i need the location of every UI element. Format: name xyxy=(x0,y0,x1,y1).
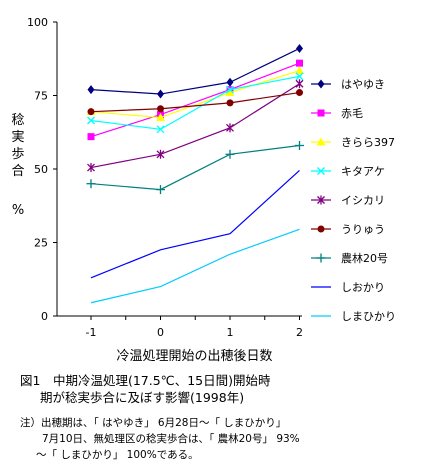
data-point xyxy=(226,99,234,107)
data-point xyxy=(295,79,304,89)
legend-label: イシカリ xyxy=(341,194,385,207)
series-9 xyxy=(90,228,300,304)
legend-marker xyxy=(316,253,326,263)
data-point xyxy=(156,113,165,122)
figure-caption: 図1 中期冷温処理(17.5℃、15日間)開始時 期が稔実歩合に及ぼす影響(19… xyxy=(20,372,420,406)
data-point xyxy=(157,89,164,99)
series-line xyxy=(90,75,300,130)
legend-entry: きらら397 xyxy=(311,136,395,149)
data-point xyxy=(157,105,164,113)
series-line xyxy=(90,91,300,113)
legend-entry: 赤毛 xyxy=(311,107,363,120)
data-point xyxy=(296,89,303,97)
legend-label: 赤毛 xyxy=(341,107,363,120)
data-point xyxy=(225,88,235,97)
legend-label: しまひかり xyxy=(341,310,396,323)
series-6 xyxy=(87,89,303,116)
legend-entry: はやゆき xyxy=(311,78,385,91)
data-point xyxy=(296,43,303,53)
data-point xyxy=(295,72,304,81)
series-7 xyxy=(86,140,304,195)
series-line xyxy=(90,228,300,304)
series-2 xyxy=(87,59,303,141)
data-point xyxy=(87,85,95,95)
data-point xyxy=(226,85,234,94)
series-1 xyxy=(87,43,303,99)
x-tick-label: -1 xyxy=(86,326,97,339)
x-axis-title: 冷温処理開始の出穂後日数 xyxy=(116,349,272,364)
y-tick-label: 50 xyxy=(34,163,48,176)
data-point xyxy=(156,125,165,134)
y-tick-label: 75 xyxy=(34,90,48,103)
y-axis-title: 稔実歩合 xyxy=(11,113,24,179)
marker-stroke xyxy=(87,116,95,125)
caption-line-2: 期が稔実歩合に及ぼす影響(1998年) xyxy=(40,390,245,405)
series-8 xyxy=(90,170,300,279)
legend-entry: うりゅう xyxy=(311,223,385,236)
series-line xyxy=(90,62,300,138)
data-point xyxy=(87,116,95,125)
x-tick-label: 0 xyxy=(157,326,164,339)
x-tick-label: 2 xyxy=(296,326,303,339)
caption-line-1: 図1 中期冷温処理(17.5℃、15日間)開始時 xyxy=(20,373,271,388)
legend-label: はやゆき xyxy=(341,78,385,91)
marker-stroke xyxy=(295,72,304,81)
legend-entry: キタアケ xyxy=(311,165,385,178)
data-point xyxy=(156,149,165,159)
legend-marker xyxy=(317,195,325,205)
legend-marker xyxy=(317,225,325,233)
legend-label: キタアケ xyxy=(341,165,385,178)
y-tick-label: 100 xyxy=(27,16,48,29)
series-4 xyxy=(87,72,304,134)
series-line xyxy=(90,83,300,169)
data-point xyxy=(225,149,235,159)
series-line xyxy=(90,69,300,119)
series-5 xyxy=(87,79,304,173)
note-line-2: 7月10日、無処理区の稔実歩合は、「 農林20号」 93% xyxy=(42,433,300,445)
data-point xyxy=(156,185,165,195)
data-point xyxy=(295,140,304,150)
legend-marker xyxy=(317,79,325,89)
legend-entry: しまひかり xyxy=(311,310,396,323)
note-line-3: ～「 しまひかり」 100%である。 xyxy=(36,449,199,461)
x-tick-label: 1 xyxy=(227,326,234,339)
legend-marker xyxy=(317,167,325,175)
legend-label: きらら397 xyxy=(341,136,395,149)
legend-marker xyxy=(317,109,325,117)
y-tick-label: 25 xyxy=(34,237,48,250)
legend-entry: しおかり xyxy=(311,281,385,294)
chart-axes: 0 25 50 75 100 -1 0 1 2 xyxy=(27,16,303,339)
data-point xyxy=(87,108,95,116)
data-point xyxy=(86,179,96,189)
legend-label: 農林20号 xyxy=(341,251,388,265)
y-axis-unit: % xyxy=(12,203,24,218)
legend-entry: イシカリ xyxy=(311,194,385,207)
marker-stroke xyxy=(226,85,234,94)
data-point xyxy=(226,123,234,133)
y-tick-label: 0 xyxy=(41,310,48,323)
marker-stroke xyxy=(156,125,165,134)
data-point xyxy=(87,133,95,141)
legend-marker xyxy=(316,137,326,146)
legend-entry: 農林20号 xyxy=(311,251,388,265)
legend-label: うりゅう xyxy=(341,223,385,236)
marker-stroke xyxy=(317,167,325,175)
figure-note: 注）出穂期は、「 はやゆき」 6月28日～「 しまひかり」 7月10日、無処理区… xyxy=(20,415,425,463)
legend-label: しおかり xyxy=(341,281,385,294)
data-point xyxy=(226,77,234,87)
series-line xyxy=(90,144,300,191)
series-line xyxy=(90,47,300,95)
data-point xyxy=(87,163,95,173)
series-line xyxy=(90,170,300,279)
data-point xyxy=(295,66,304,75)
data-point xyxy=(296,59,303,67)
chart-series xyxy=(86,43,304,304)
note-line-1: 注）出穂期は、「 はやゆき」 6月28日～「 しまひかり」 xyxy=(20,417,287,429)
